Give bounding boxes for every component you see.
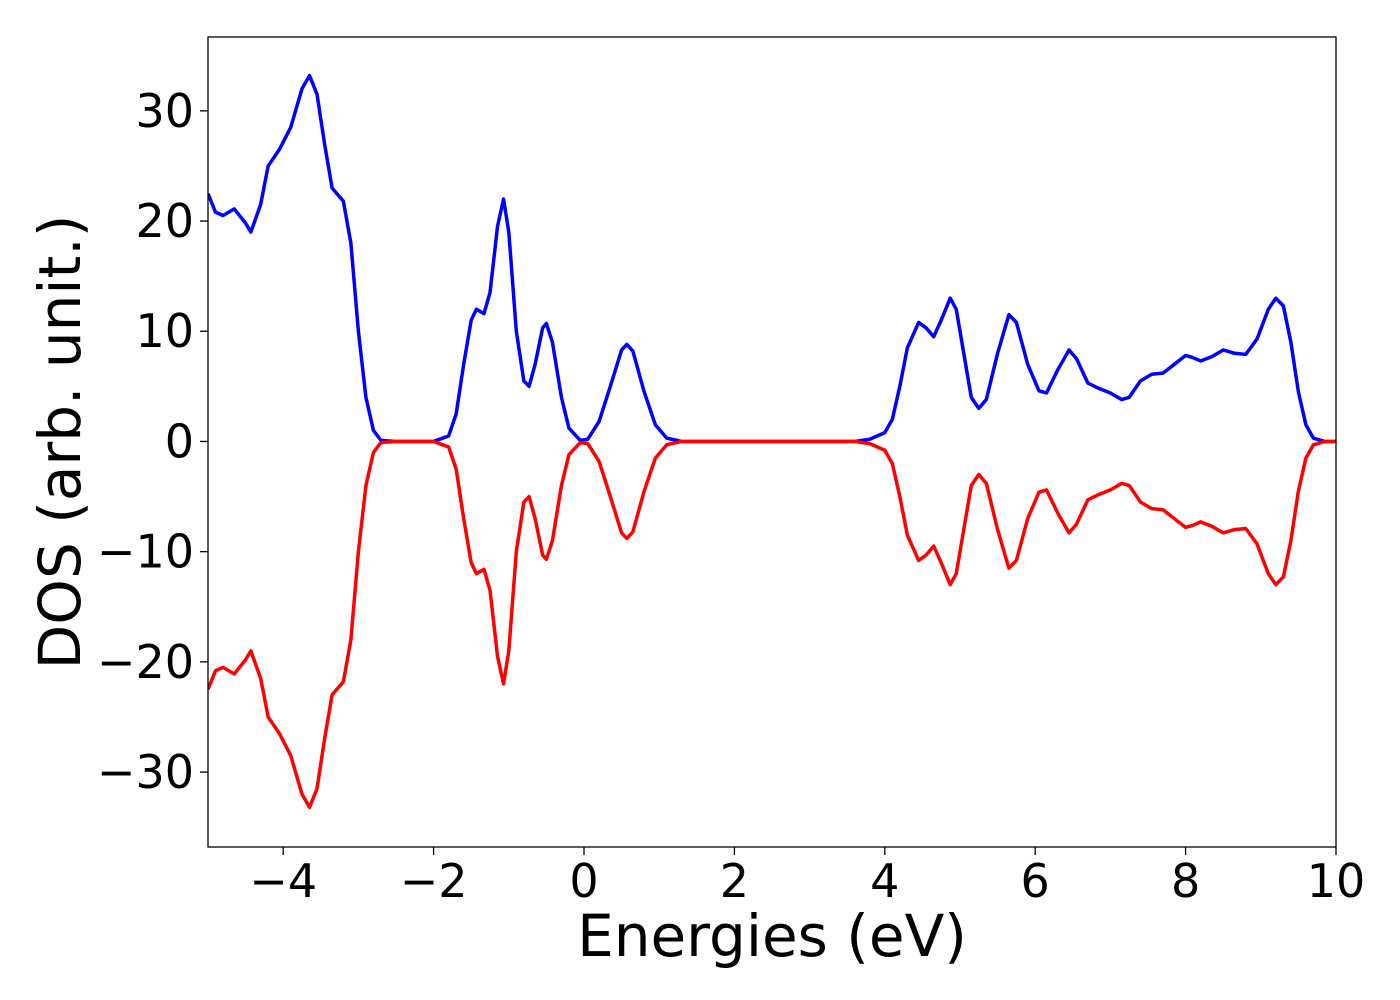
y-tick-label: −30 <box>97 745 194 799</box>
x-tick-label: −2 <box>400 854 468 908</box>
y-tick-label: −10 <box>97 525 194 579</box>
y-axis-label: DOS (arb. unit.) <box>26 215 94 670</box>
plot-area <box>208 73 1336 810</box>
dos-line <box>208 439 1336 810</box>
y-tick-label: 30 <box>135 84 194 138</box>
x-tick-label: 10 <box>1307 854 1366 908</box>
y-tick-label: 10 <box>135 304 194 358</box>
x-tick-label: −4 <box>249 854 317 908</box>
x-axis-label: Energies (eV) <box>577 902 967 970</box>
x-tick-label: 2 <box>720 854 749 908</box>
y-tick-label: 20 <box>135 194 194 248</box>
y-tick-label: −20 <box>97 635 194 689</box>
x-tick-label: 0 <box>569 854 598 908</box>
x-tick-label: 4 <box>870 854 899 908</box>
y-tick-label: 0 <box>165 414 194 468</box>
x-tick-label: 8 <box>1171 854 1200 908</box>
x-tick-label: 6 <box>1021 854 1050 908</box>
dos-line <box>208 73 1336 444</box>
